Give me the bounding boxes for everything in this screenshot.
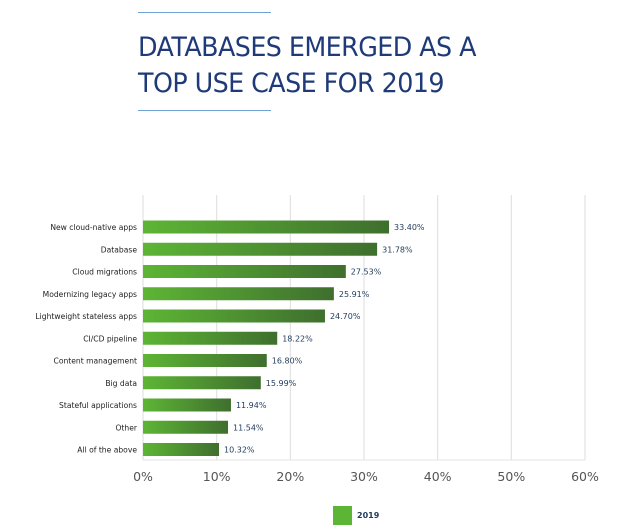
bar xyxy=(143,398,231,412)
category-label: Cloud migrations xyxy=(72,268,137,277)
data-label: 27.53% xyxy=(351,268,382,277)
title-bottom-rule xyxy=(138,110,271,111)
category-label: Lightweight stateless apps xyxy=(35,312,137,321)
x-tick-label: 40% xyxy=(424,469,452,484)
title-line-1: DATABASES EMERGED AS A xyxy=(138,32,476,63)
x-tick-label: 20% xyxy=(276,469,304,484)
data-label: 33.40% xyxy=(394,223,425,232)
data-label: 10.32% xyxy=(224,446,255,455)
bar xyxy=(143,420,229,434)
category-label: Database xyxy=(101,245,138,254)
bar xyxy=(143,354,267,367)
data-label: 11.54% xyxy=(233,423,264,432)
bar xyxy=(143,242,378,256)
data-label: 15.99% xyxy=(266,379,297,388)
x-tick-label: 60% xyxy=(571,469,599,484)
data-label: 16.80% xyxy=(272,357,303,366)
data-label: 24.70% xyxy=(330,312,361,321)
category-label: All of the above xyxy=(77,446,137,455)
category-label: CI/CD pipeline xyxy=(83,334,137,343)
category-label: Other xyxy=(115,423,137,432)
x-tick-label: 50% xyxy=(497,469,525,484)
page-title: DATABASES EMERGED AS A TOP USE CASE FOR … xyxy=(138,30,476,102)
bar xyxy=(143,265,346,278)
bar xyxy=(143,220,390,234)
bar xyxy=(143,309,325,323)
category-label: New cloud-native apps xyxy=(50,223,137,232)
category-label: Stateful applications xyxy=(59,401,137,410)
legend-label-2019: 2019 xyxy=(357,511,380,520)
data-label: 31.78% xyxy=(382,245,413,254)
legend-swatch-2019 xyxy=(333,506,352,525)
title-line-2: TOP USE CASE FOR 2019 xyxy=(138,68,445,99)
chart-legend: 2019 xyxy=(333,506,379,525)
data-label: 25.91% xyxy=(339,290,370,299)
x-tick-label: 10% xyxy=(203,469,231,484)
category-label: Modernizing legacy apps xyxy=(43,290,137,299)
title-top-rule xyxy=(138,12,271,13)
data-label: 18.22% xyxy=(282,334,313,343)
data-label: 11.94% xyxy=(236,401,267,410)
bar xyxy=(143,287,334,301)
bar xyxy=(143,376,261,390)
category-label: Content management xyxy=(54,357,138,366)
bar xyxy=(143,443,220,456)
x-tick-label: 30% xyxy=(350,469,378,484)
bar xyxy=(143,331,278,345)
category-label: Big data xyxy=(105,379,137,388)
x-tick-label: 0% xyxy=(133,469,153,484)
